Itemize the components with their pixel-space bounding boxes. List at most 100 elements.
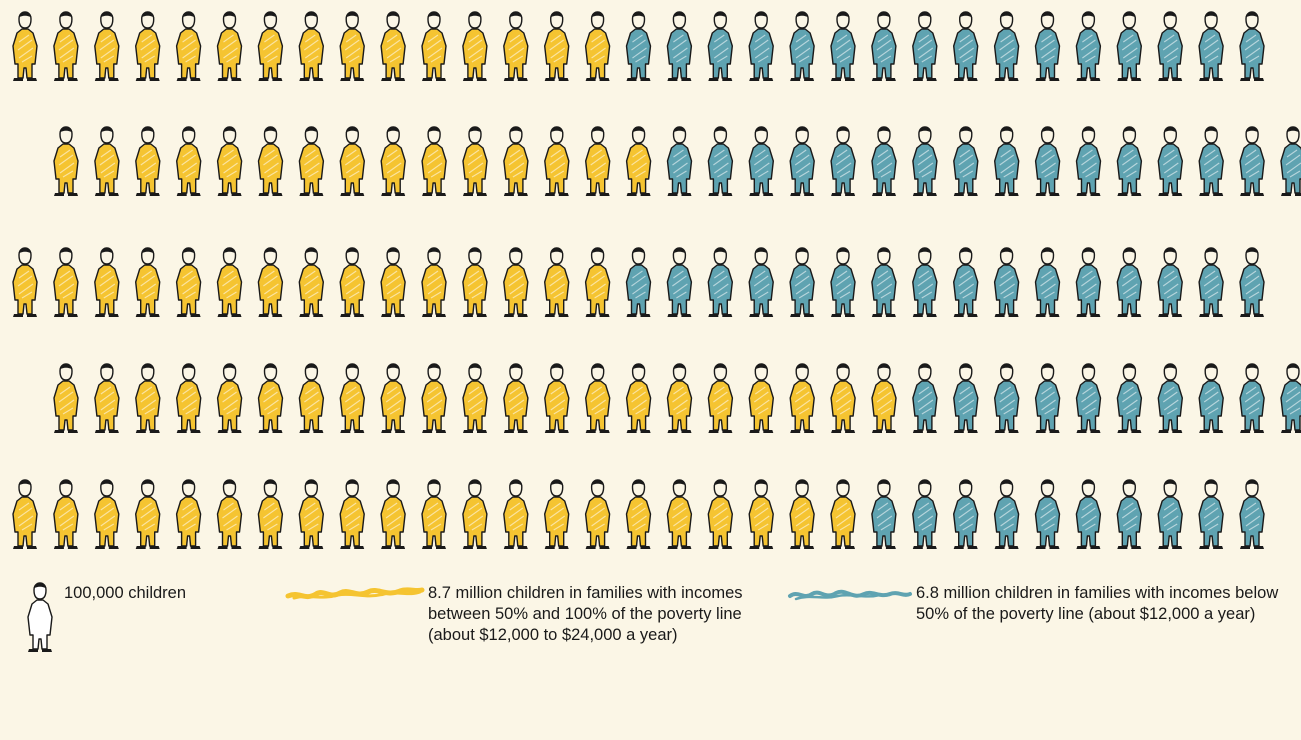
child-icon-blue (912, 478, 938, 550)
child-icon-yellow (175, 10, 202, 82)
child-icon-yellow (216, 478, 243, 550)
child-icon-blue (707, 10, 733, 82)
child-icon-yellow (94, 10, 120, 82)
child-icon-blue (993, 478, 1020, 550)
child-icon-blue (871, 246, 897, 318)
child-icon-blue (748, 246, 774, 318)
child-icon-blue (1239, 246, 1265, 318)
child-icon-blue (953, 362, 979, 434)
child-icon-yellow (94, 478, 120, 550)
child-icon-blue (789, 10, 815, 82)
icon-grid (12, 10, 1301, 550)
child-icon-yellow (12, 10, 38, 82)
child-icon-blue (1280, 362, 1301, 434)
child-icon-yellow (789, 478, 815, 550)
child-icon-yellow (339, 362, 365, 434)
child-icon-yellow (134, 478, 161, 550)
child-icon-yellow (257, 362, 284, 434)
legend-unit-child-icon (27, 582, 53, 652)
child-icon-yellow (830, 362, 856, 434)
child-icon-yellow (135, 125, 161, 197)
child-icon-blue (1075, 125, 1102, 197)
child-icon-yellow (380, 362, 406, 434)
child-icon-yellow (421, 10, 447, 82)
child-icon-yellow (585, 125, 611, 197)
child-icon-blue (1075, 478, 1102, 550)
child-icon-blue (1116, 246, 1143, 318)
child-icon-blue (1157, 478, 1183, 550)
child-icon-yellow (12, 246, 38, 318)
child-icon-yellow (380, 125, 406, 197)
child-icon-yellow (544, 246, 570, 318)
child-icon-yellow (666, 478, 693, 550)
child-icon-blue (830, 125, 856, 197)
child-icon-yellow (830, 478, 856, 550)
child-icon-blue (625, 10, 652, 82)
child-icon-blue (1198, 362, 1224, 434)
child-icon-yellow (625, 478, 652, 550)
child-icon-blue (1198, 246, 1224, 318)
legend-yellow-label: 8.7 million children in families with in… (428, 584, 743, 644)
child-icon-blue (1075, 10, 1102, 82)
child-icon-yellow (625, 125, 652, 197)
child-icon-blue (748, 10, 774, 82)
child-icon-yellow (257, 246, 284, 318)
child-icon-yellow (707, 362, 734, 434)
child-icon-yellow (175, 246, 202, 318)
child-icon-yellow (544, 362, 570, 434)
child-icon-blue (1116, 478, 1143, 550)
child-icon-blue (1075, 246, 1102, 318)
child-icon-yellow (584, 246, 611, 318)
child-icon-blue (625, 246, 652, 318)
child-icon-blue (1239, 478, 1265, 550)
child-icon-yellow (216, 125, 243, 197)
child-icon-yellow (298, 125, 325, 197)
child-icon-blue (707, 246, 733, 318)
child-icon-blue (1157, 125, 1184, 197)
child-icon-yellow (584, 10, 611, 82)
child-icon-yellow (175, 125, 202, 197)
child-icon-yellow (53, 125, 79, 197)
child-icon-yellow (134, 10, 161, 82)
child-icon-yellow (216, 362, 243, 434)
child-icon-blue (1198, 10, 1224, 82)
child-icon-blue (1157, 362, 1184, 434)
child-icon-blue (789, 246, 815, 318)
child-icon-yellow (421, 362, 447, 434)
child-icon-yellow (503, 246, 529, 318)
child-icon-blue (789, 125, 815, 197)
child-icon-blue (1198, 478, 1224, 550)
child-icon-blue (1116, 125, 1143, 197)
legend-unit-label: 100,000 children (64, 584, 187, 602)
child-icon-yellow (462, 10, 488, 82)
child-icon-yellow (216, 246, 243, 318)
child-icon-blue (1075, 362, 1102, 434)
child-icon-blue (994, 125, 1020, 197)
child-icon-yellow (462, 246, 488, 318)
child-icon-blue (912, 125, 938, 197)
child-icon-blue (953, 246, 979, 318)
child-icon-yellow (503, 125, 529, 197)
child-icon-yellow (298, 10, 324, 82)
child-icon-yellow (789, 362, 815, 434)
child-icon-blue (666, 10, 693, 82)
child-icon-yellow (339, 125, 365, 197)
child-icon-yellow (380, 478, 406, 550)
child-icon-blue (994, 362, 1020, 434)
child-icon-blue (912, 10, 938, 82)
child-icon-yellow (298, 246, 324, 318)
child-icon-yellow (462, 362, 488, 434)
child-icon-yellow (339, 478, 365, 550)
child-icon-blue (1034, 125, 1061, 197)
child-icon-blue (1034, 362, 1061, 434)
child-icon-yellow (257, 125, 284, 197)
child-icon-blue (1034, 478, 1061, 550)
child-icon-blue (993, 10, 1020, 82)
child-icon-yellow (12, 478, 38, 550)
child-icon-yellow (257, 10, 284, 82)
child-icon-yellow (94, 362, 120, 434)
child-icon-blue (912, 246, 938, 318)
child-icon-blue (748, 125, 774, 197)
child-icon-blue (871, 478, 897, 550)
